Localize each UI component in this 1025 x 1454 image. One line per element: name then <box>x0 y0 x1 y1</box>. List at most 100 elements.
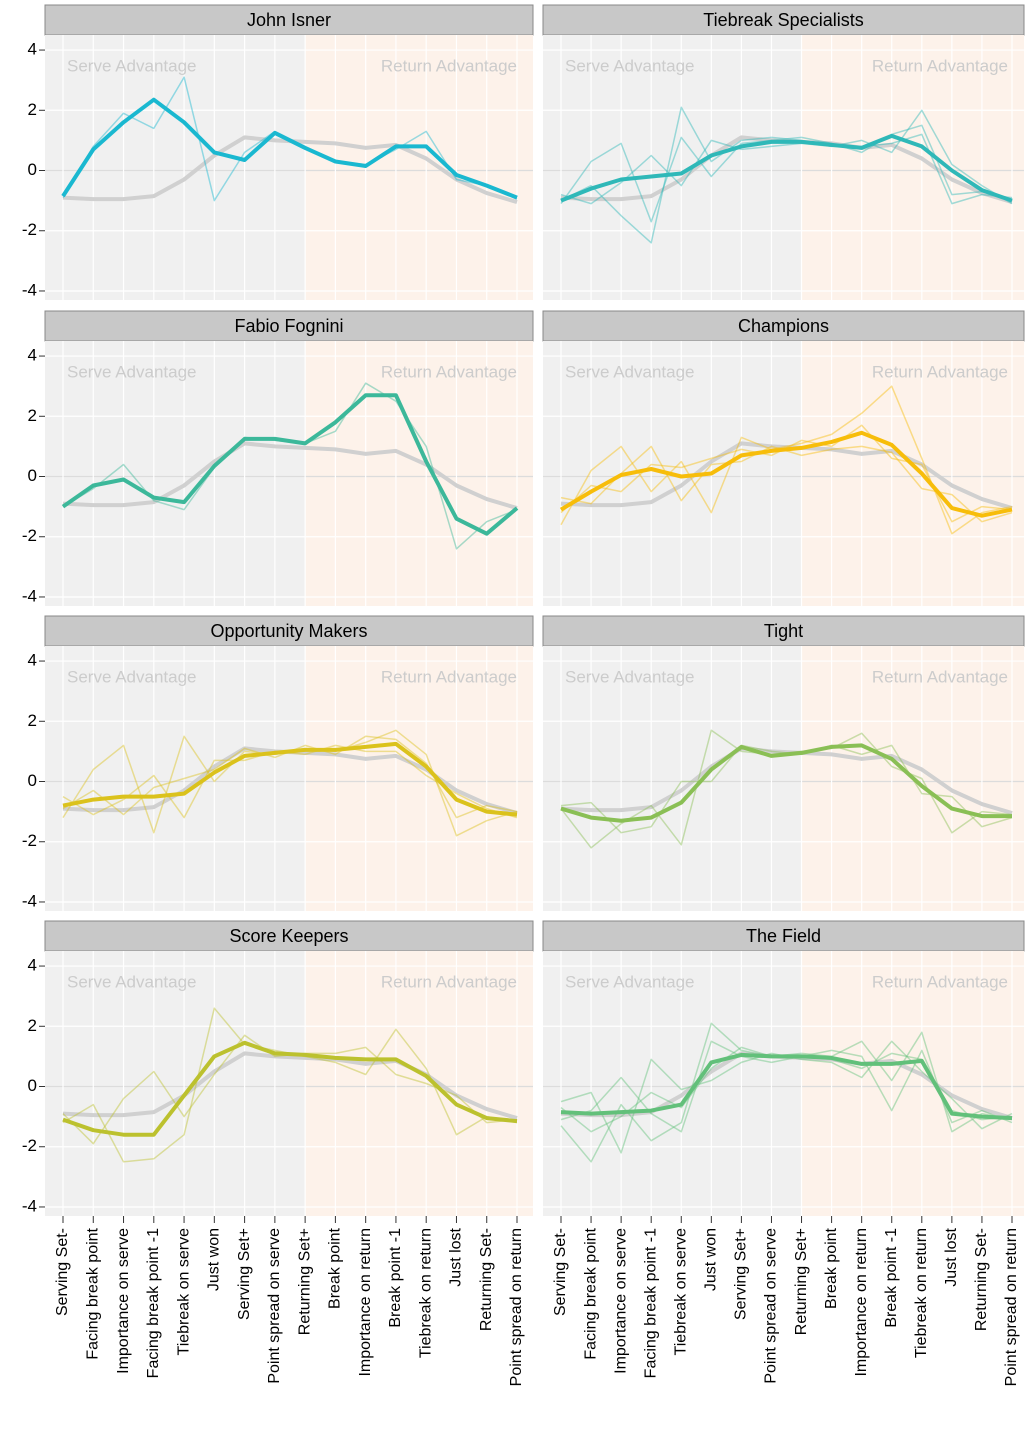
x-tick-label: Point spread on return <box>508 1228 525 1386</box>
y-tick-label: -2 <box>22 831 37 850</box>
x-tick-label: Returning Set- <box>478 1228 495 1331</box>
x-tick-label: Tiebreak on return <box>417 1228 434 1358</box>
y-tick-label: 0 <box>28 160 37 179</box>
x-tick-label: Just lost <box>943 1227 960 1286</box>
y-tick-label: -2 <box>22 526 37 545</box>
x-tick-label: Serving Set+ <box>733 1228 750 1320</box>
y-tick-label: 0 <box>28 1076 37 1095</box>
annotation: Return Advantage <box>872 667 1008 686</box>
x-tick-label: Serving Set- <box>552 1228 569 1316</box>
serve-region <box>45 951 306 1216</box>
facet-strip <box>44 615 534 647</box>
return-region <box>305 646 533 911</box>
facet-strip <box>44 920 534 952</box>
annotation: Serve Advantage <box>67 667 196 686</box>
x-tick-label: Just won <box>206 1228 223 1291</box>
facet-title: Fabio Fognini <box>234 316 343 336</box>
x-tick-label: Returning Set+ <box>793 1228 810 1335</box>
facet-title: The Field <box>746 926 821 946</box>
annotation: Serve Advantage <box>565 667 694 686</box>
y-tick-label: 0 <box>28 466 37 485</box>
x-tick-label: Tiebreak on return <box>913 1228 930 1358</box>
x-tick-label: Point spread on serve <box>266 1228 283 1384</box>
facet-strip <box>542 920 1025 952</box>
y-tick-label: 4 <box>28 40 37 59</box>
x-tick-label: Facing break point -1 <box>642 1228 659 1378</box>
facet-title: Champions <box>738 316 829 336</box>
individual-line <box>560 109 1013 205</box>
return-region <box>801 35 1024 300</box>
facet-title: Score Keepers <box>229 926 348 946</box>
annotation: Return Advantage <box>872 56 1008 75</box>
y-tick-label: -4 <box>22 280 37 299</box>
series-line <box>559 430 1013 518</box>
serve-region <box>543 35 802 300</box>
y-tick-label: -4 <box>22 586 37 605</box>
return-region <box>305 951 533 1216</box>
x-tick-label: Returning Set- <box>973 1228 990 1331</box>
reference-line <box>62 1051 518 1121</box>
annotation: Return Advantage <box>381 56 517 75</box>
x-tick-label: Importance on return <box>357 1228 374 1377</box>
x-tick-label: Serving Set- <box>54 1228 71 1316</box>
x-tick-label: Importance on return <box>853 1228 870 1377</box>
x-tick-label: Importance on serve <box>612 1228 629 1374</box>
reference-line <box>560 746 1013 816</box>
x-tick-label: Break point <box>327 1227 344 1308</box>
series-line <box>62 741 518 817</box>
y-tick-label: -4 <box>22 891 37 910</box>
x-tick-label: Facing break point <box>582 1227 599 1359</box>
y-tick-label: 0 <box>28 771 37 790</box>
return-region <box>305 35 533 300</box>
annotation: Serve Advantage <box>67 56 196 75</box>
y-tick-label: -2 <box>22 220 37 239</box>
annotation: Serve Advantage <box>565 362 694 381</box>
series-line <box>61 393 519 536</box>
y-tick-label: 4 <box>28 651 37 670</box>
annotation: Return Advantage <box>381 972 517 991</box>
series-line <box>62 1040 518 1137</box>
annotation: Return Advantage <box>872 972 1008 991</box>
reference-line <box>62 441 518 511</box>
x-tick-label: Just won <box>703 1228 720 1291</box>
facet-title: Tight <box>764 621 803 641</box>
facet-title: Opportunity Makers <box>210 621 367 641</box>
annotation: Return Advantage <box>381 362 517 381</box>
y-tick-label: 2 <box>28 100 37 119</box>
x-tick-label: Break point -1 <box>387 1228 404 1328</box>
annotation: Serve Advantage <box>565 56 694 75</box>
facet-strip <box>44 4 534 36</box>
x-tick-label: Tiebreak on serve <box>175 1228 192 1356</box>
series-line <box>560 1052 1013 1121</box>
annotation: Serve Advantage <box>67 362 196 381</box>
x-tick-label: Facing break point <box>84 1227 101 1359</box>
serve-region <box>45 35 306 300</box>
x-tick-label: Tiebreak on serve <box>672 1228 689 1356</box>
facet-strip <box>44 310 534 342</box>
annotation: Return Advantage <box>381 667 517 686</box>
x-tick-label: Just lost <box>448 1227 465 1286</box>
serve-region <box>543 646 802 911</box>
annotation: Serve Advantage <box>67 972 196 991</box>
annotation: Serve Advantage <box>565 972 694 991</box>
y-tick-label: 4 <box>28 346 37 365</box>
series-line <box>560 743 1012 823</box>
serve-region <box>543 951 802 1216</box>
x-tick-label: Point spread on return <box>1003 1228 1020 1386</box>
x-tick-label: Importance on serve <box>115 1228 132 1374</box>
return-region <box>305 341 533 606</box>
series-line <box>560 133 1013 203</box>
return-region <box>801 341 1024 606</box>
x-tick-label: Break point <box>823 1227 840 1308</box>
x-tick-label: Break point -1 <box>883 1228 900 1328</box>
annotation: Return Advantage <box>872 362 1008 381</box>
reference-line <box>560 441 1013 511</box>
y-tick-label: 4 <box>28 956 37 975</box>
facet-title: Tiebreak Specialists <box>703 10 863 30</box>
x-tick-label: Serving Set+ <box>236 1228 253 1320</box>
y-tick-label: 2 <box>28 1016 37 1035</box>
y-tick-label: -4 <box>22 1196 37 1215</box>
x-tick-label: Returning Set+ <box>296 1228 313 1335</box>
individual-line <box>560 106 1013 244</box>
